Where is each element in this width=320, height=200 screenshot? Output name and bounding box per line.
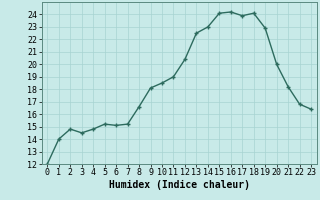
X-axis label: Humidex (Indice chaleur): Humidex (Indice chaleur) (109, 180, 250, 190)
